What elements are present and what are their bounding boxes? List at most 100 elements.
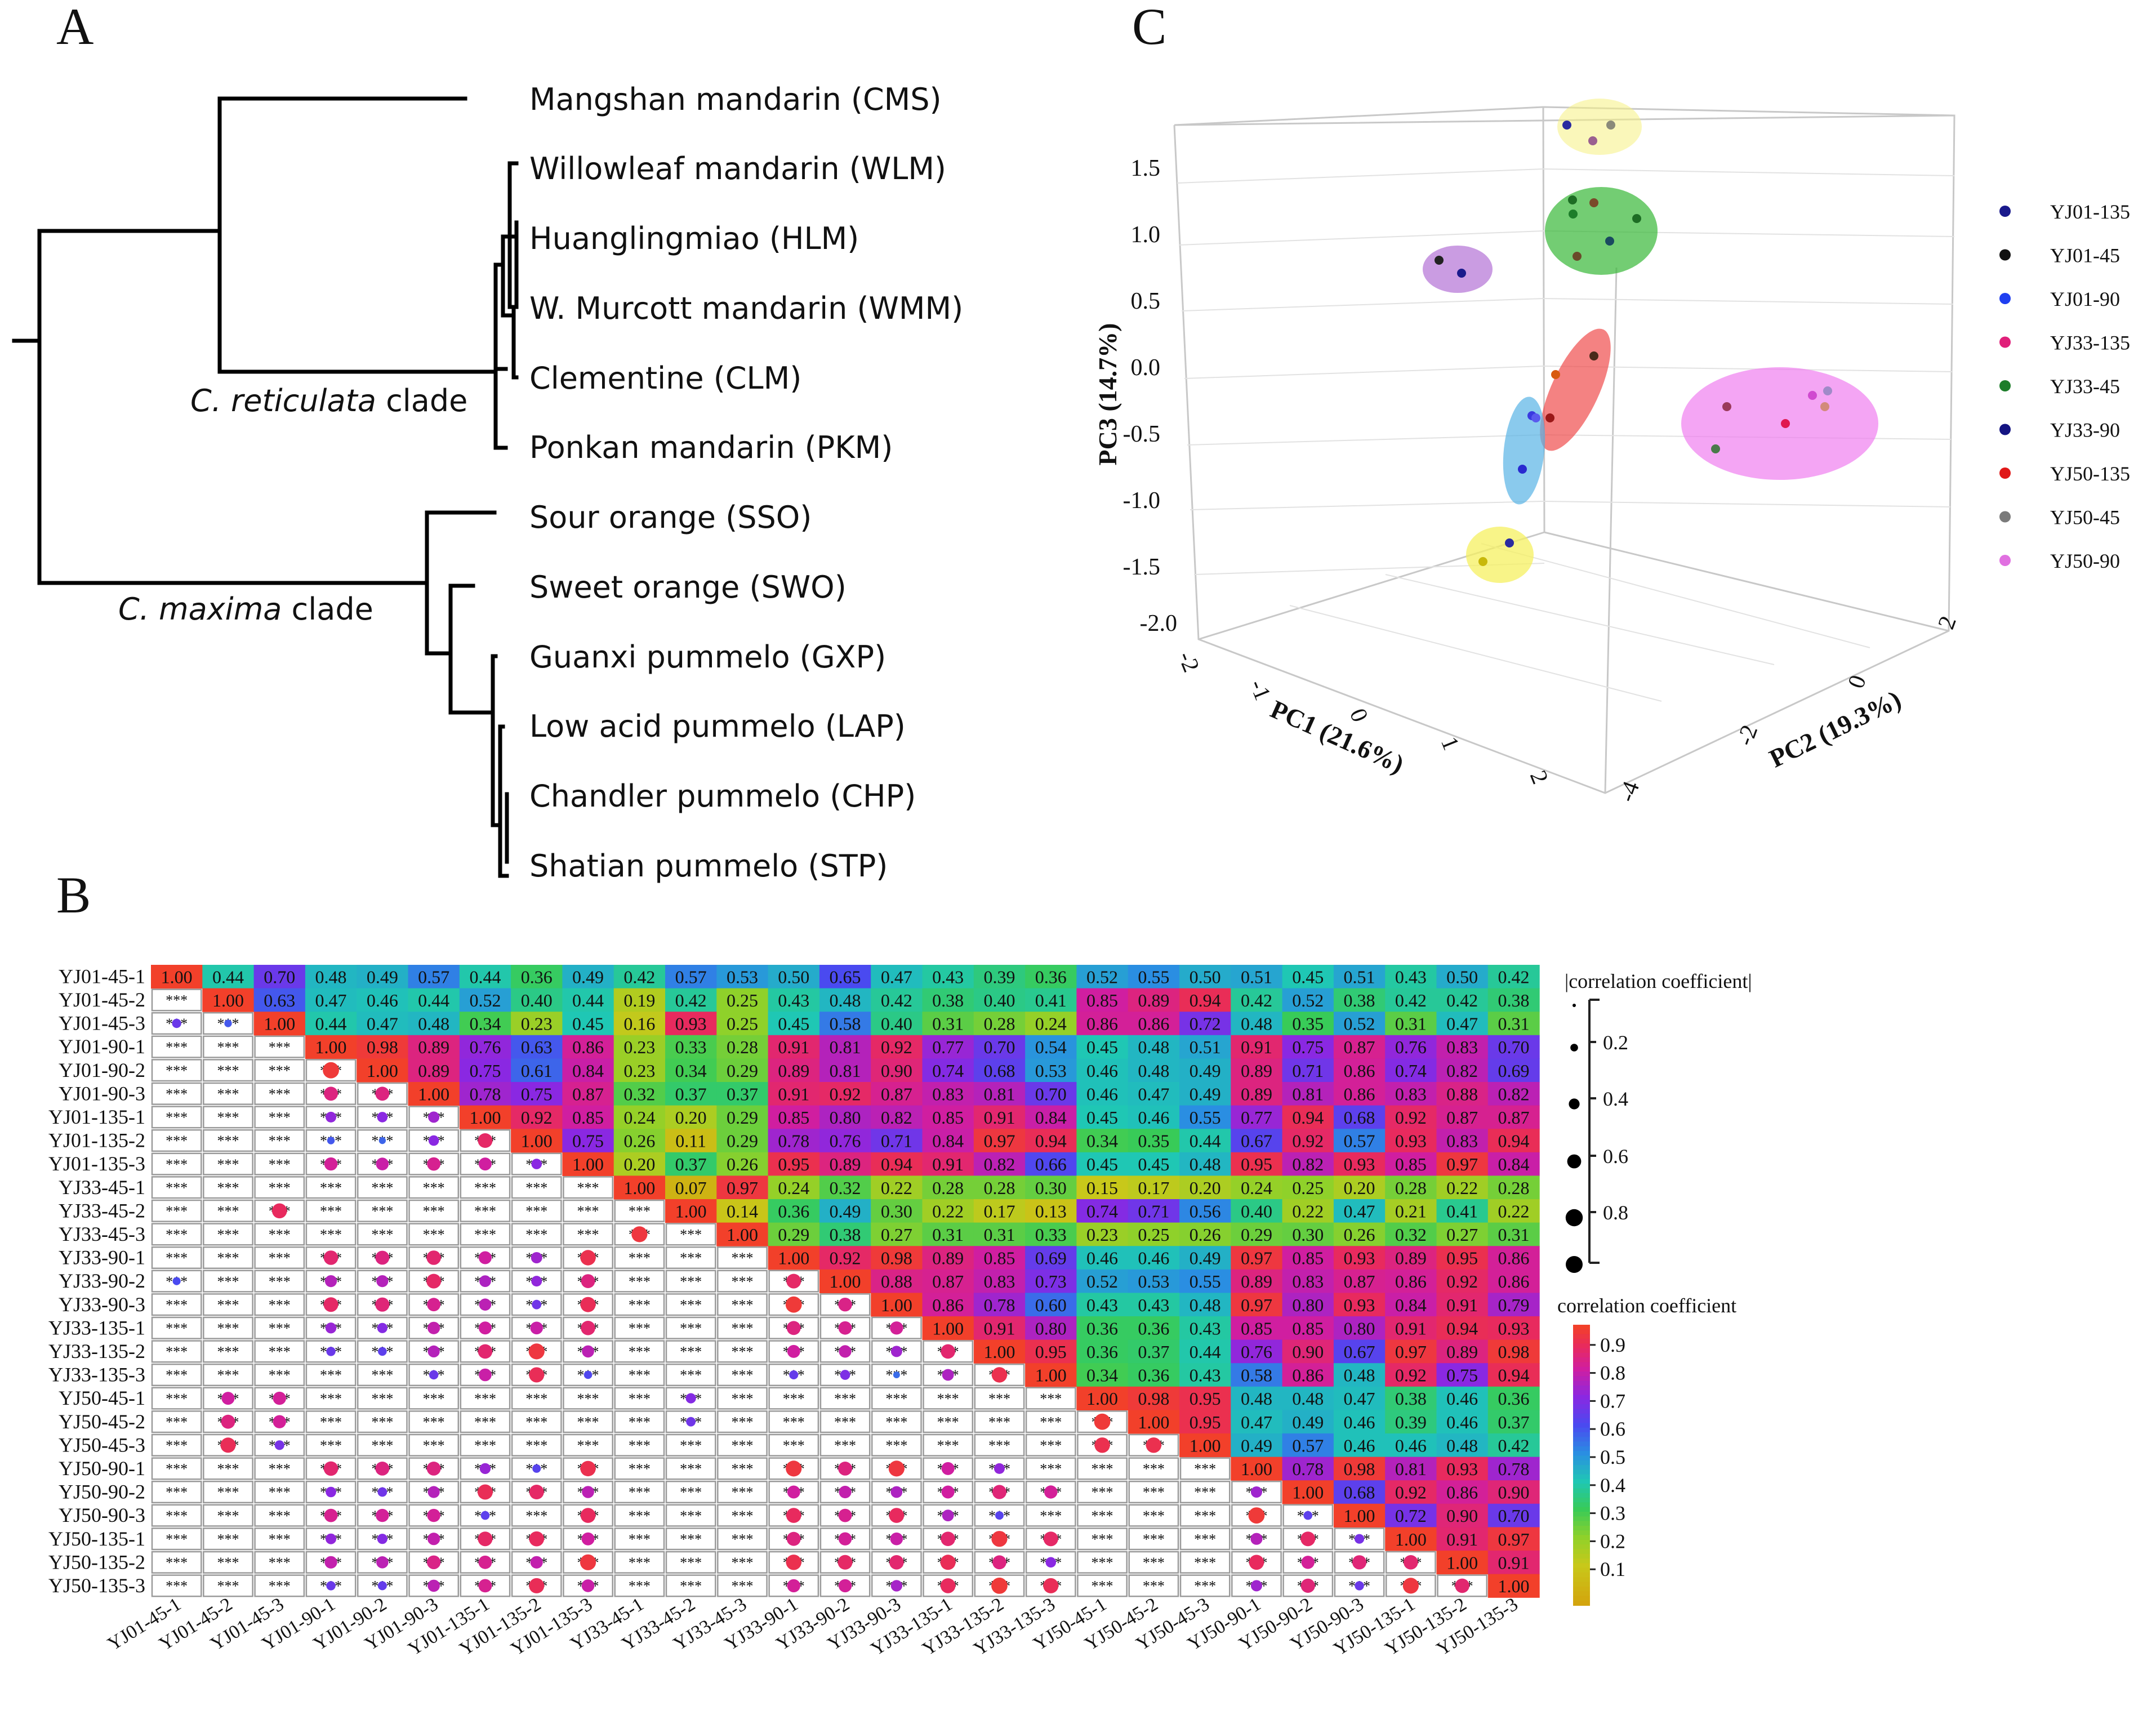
heatmap-row-label: YJ01-135-2 [48,1129,145,1152]
heatmap-row-label: YJ01-135-3 [48,1152,145,1175]
heatmap-lower-cell [563,1433,613,1457]
heatmap-cell-value: 0.32 [623,1084,655,1104]
heatmap-cell-value: 0.46 [367,990,398,1010]
heatmap-significance: *** [731,1414,753,1430]
heatmap-significance: *** [269,1133,291,1149]
heatmap-lower-cell [717,1410,768,1433]
heatmap-significance: *** [166,1062,188,1079]
heatmap-cell-value: 0.88 [1446,1084,1478,1104]
heatmap-cell-value: 0.47 [881,967,912,987]
heatmap-row-label: YJ50-135-1 [48,1527,145,1550]
color-legend-segment [1573,1329,1590,1335]
heatmap-cell-value: 0.42 [1498,967,1529,987]
heatmap-cell [1333,1105,1386,1129]
heatmap-cell [1282,1105,1334,1129]
panel-b-heatmap: B 1.00 0.44 0.70 0.48 0.49 0.57 0.44 0.36 0.49 0.… [48,866,1752,1660]
heatmap-cell-value: 0.80 [1344,1318,1375,1338]
heatmap-cell [1231,1129,1283,1153]
heatmap-dot [787,1344,800,1358]
heatmap-lower-cell [408,1387,460,1410]
heatmap-cell [768,1175,820,1200]
tree-root-branches [12,229,429,585]
heatmap-lower-cell [871,1410,922,1433]
color-legend-segment [1573,1366,1590,1372]
taxa-labels: Mangshan mandarin (CMS) Willowleaf manda… [529,82,963,884]
heatmap-cell [1128,1012,1180,1036]
heatmap-cell [1282,1175,1334,1200]
heatmap-cell [665,1035,717,1059]
heatmap-cell [1436,1386,1489,1410]
heatmap-cell [1385,1105,1437,1129]
heatmap-cell [1385,1222,1437,1246]
heatmap-lower-cell [614,1387,665,1410]
heatmap-cell [613,988,666,1012]
heatmap-cell [1282,1433,1334,1458]
heatmap-cell-value: 0.70 [1498,1506,1529,1526]
heatmap-cell [716,1058,769,1083]
heatmap-dot [271,1203,287,1219]
heatmap-significance: *** [525,1414,547,1430]
heatmap-cell [1179,1293,1231,1317]
pca-gridlines-back [1543,168,1955,507]
pca-legend-marker [1999,555,2011,566]
heatmap-lower-cell [151,1433,202,1457]
heatmap-cell-value: 0.33 [675,1037,707,1057]
heatmap-cell-value: 0.81 [830,1061,861,1081]
heatmap-cell-value: 0.31 [1498,1014,1529,1034]
heatmap-cell-value: 0.22 [1498,1201,1529,1221]
heatmap-cell [1436,1551,1489,1575]
heatmap-significance: *** [680,1555,702,1571]
heatmap-lower-cell [819,1410,871,1433]
heatmap-cell-value: 0.40 [521,990,553,1010]
heatmap-cell [819,1012,871,1036]
heatmap-cell-value: 0.25 [1138,1224,1169,1245]
pca-point [1505,538,1514,547]
heatmap-cell [1179,1363,1231,1387]
heatmap-cell [1436,1246,1489,1270]
heatmap-cell-value: 0.19 [623,990,655,1010]
heatmap-cell [1487,1339,1540,1364]
cluster-ellipse [1503,397,1545,505]
heatmap-cell [305,965,357,989]
heatmap-cell-value: 0.48 [315,967,347,987]
heatmap-significance: *** [474,1437,496,1454]
heatmap-cell-value: 0.46 [1138,1248,1169,1268]
heatmap-lower-cell [511,1387,562,1410]
heatmap-significance: *** [731,1508,753,1524]
heatmap-cell-value: 0.44 [572,990,604,1010]
heatmap-cell-value: 0.36 [1138,1318,1169,1338]
heatmap-cell [1128,1269,1180,1293]
pca-point [1435,256,1444,265]
heatmap-cell [562,1105,614,1129]
heatmap-lower-cell [203,1106,253,1129]
heatmap-significance: *** [629,1203,651,1219]
heatmap-significance: *** [217,1578,239,1595]
heatmap-dot [528,1343,545,1360]
pca-point [1457,269,1466,278]
heatmap-cell-value: 0.91 [983,1107,1015,1128]
heatmap-lower-cell [614,1574,665,1597]
heatmap-significance: *** [731,1437,753,1454]
heatmap-cell [1076,1293,1129,1317]
pca-legend-marker [1999,293,2011,304]
heatmap-cell-value: 0.86 [1292,1365,1324,1386]
y-tick-label: -2 [1732,722,1763,749]
heatmap-cell [716,1222,769,1246]
heatmap-dot [529,1531,545,1547]
heatmap-significance: *** [1143,1555,1165,1571]
taxon-label: Sour orange (SSO) [529,500,812,535]
heatmap-cell-value: 0.32 [830,1178,861,1198]
heatmap-cell-value: 0.53 [1035,1061,1067,1081]
heatmap-cell [1282,1246,1334,1270]
heatmap-cell-value: 0.29 [727,1107,758,1128]
heatmap-cell [1436,965,1489,989]
heatmap-cell-value: 0.27 [1446,1224,1478,1245]
heatmap-dot [890,1346,902,1357]
heatmap-lower-cell [203,1199,253,1222]
heatmap-significance: *** [731,1367,753,1383]
heatmap-cell-value: 0.78 [983,1295,1015,1315]
heatmap-dot [838,1298,852,1312]
heatmap-significance: *** [269,1086,291,1102]
heatmap-cell [768,1035,820,1059]
heatmap-dot [529,1485,544,1499]
